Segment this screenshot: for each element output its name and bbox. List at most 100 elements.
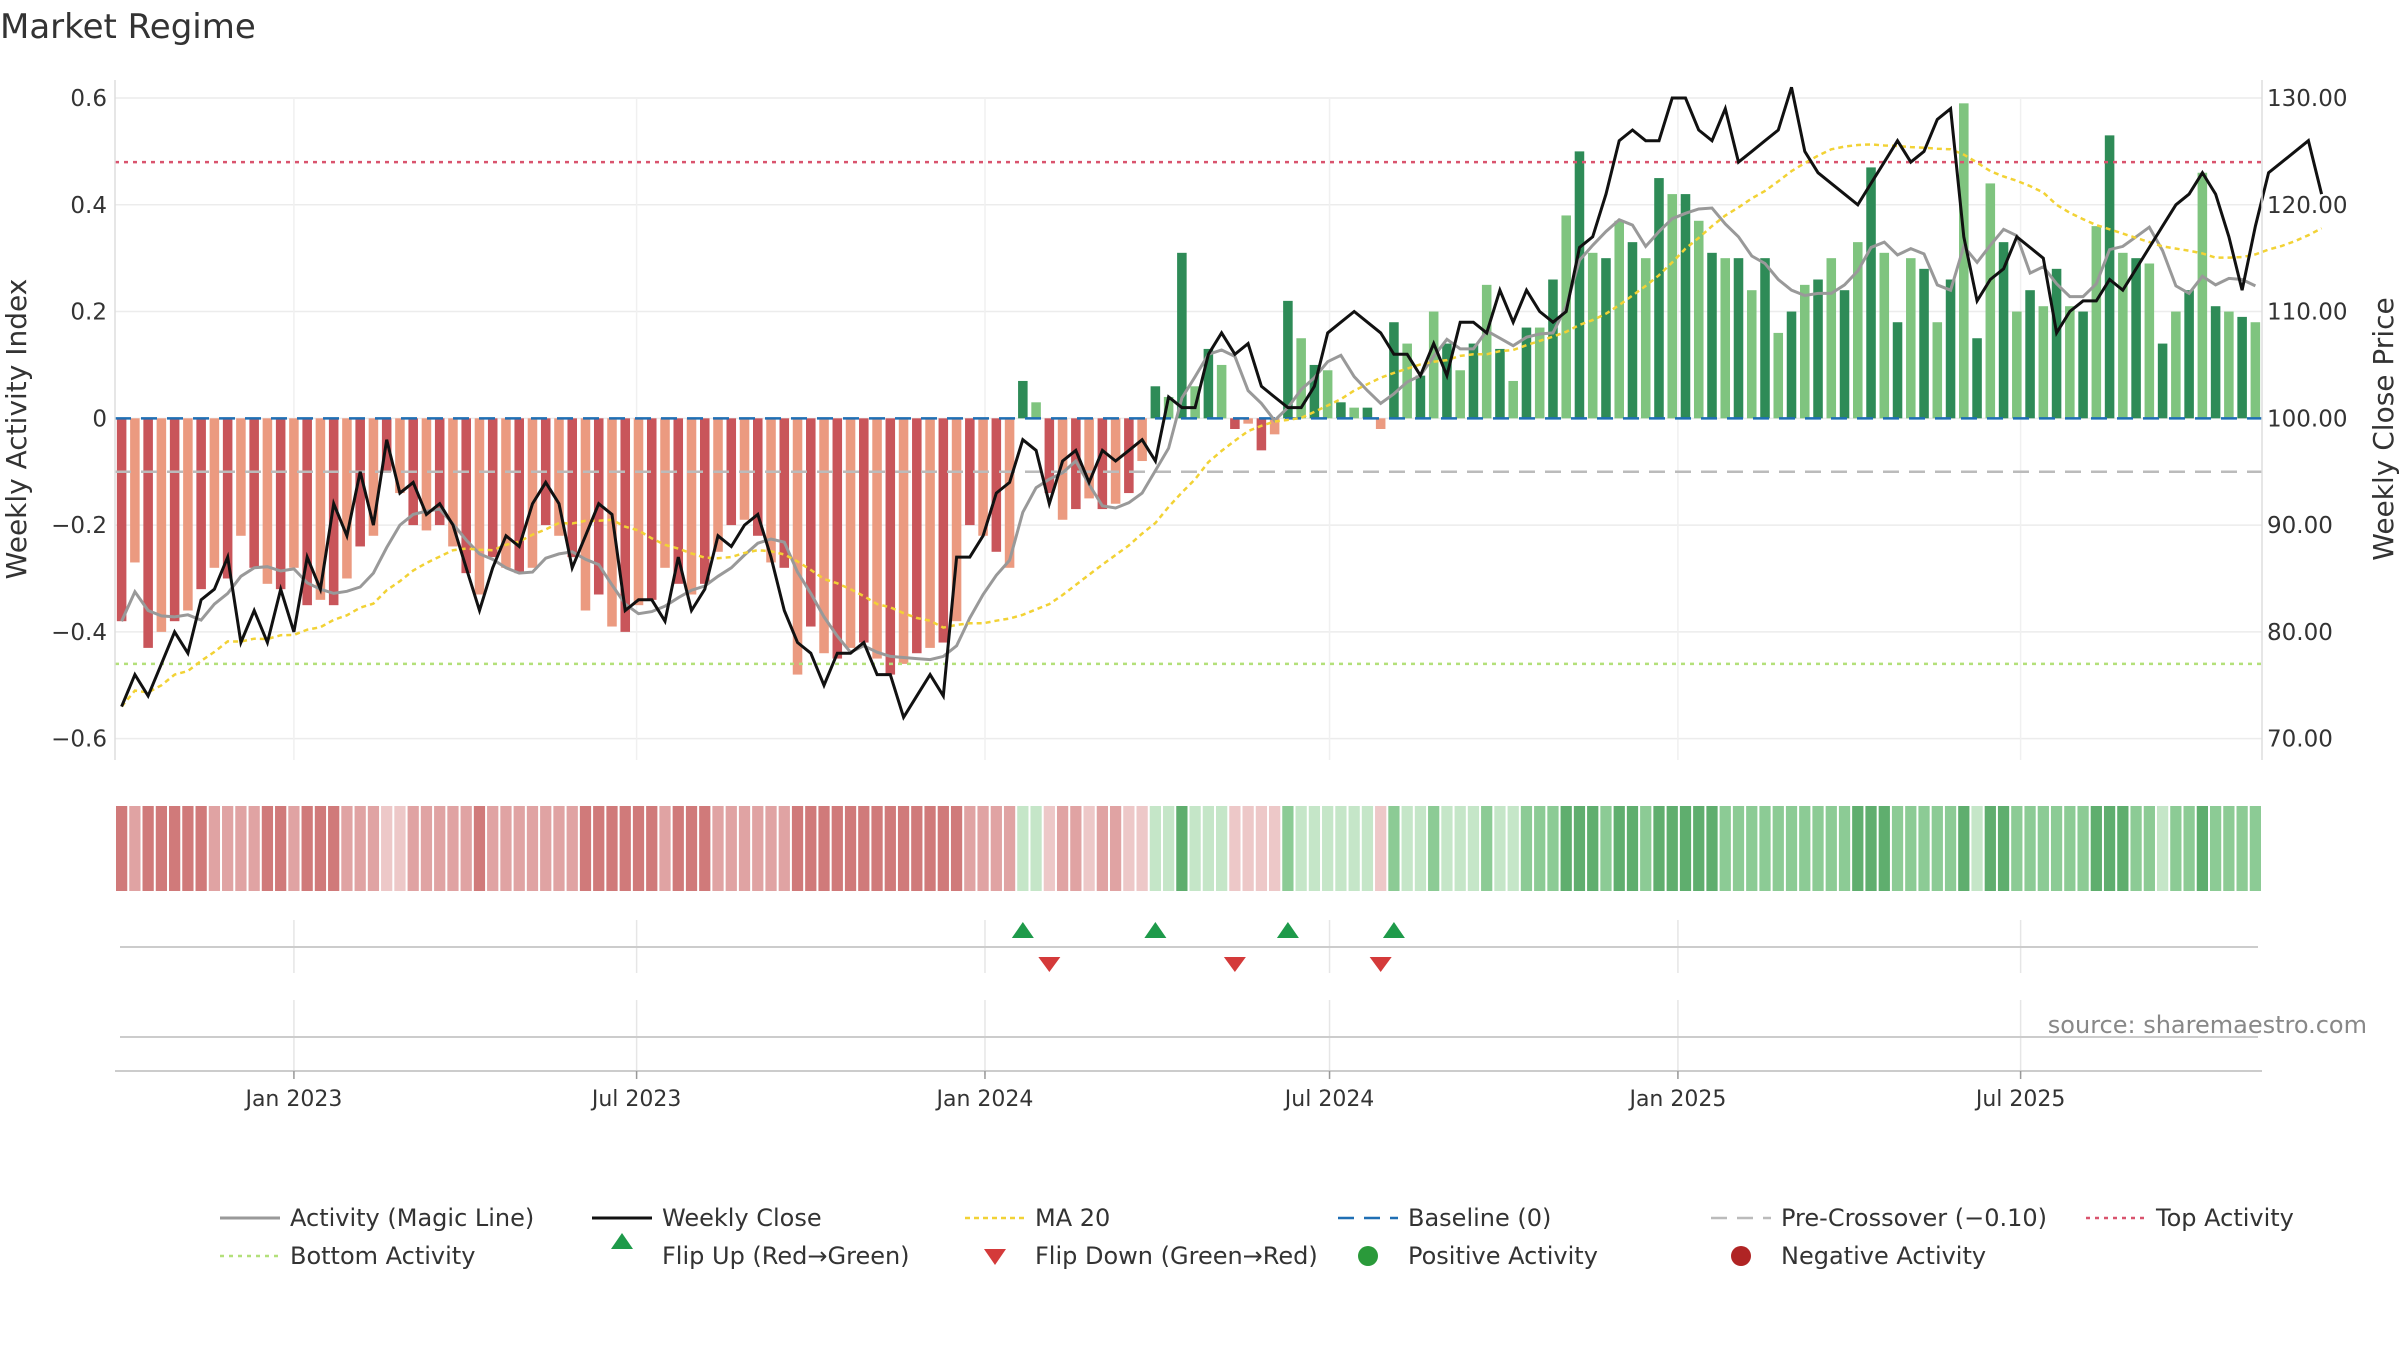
activity-bar [1044,418,1055,494]
legend-baseline-label: Baseline (0) [1408,1204,1551,1232]
regime-strip-cell [1931,806,1943,891]
activity-bar [2038,306,2049,419]
activity-bar [938,418,949,643]
regime-strip-cell [619,806,631,891]
regime-strip-cell [381,806,393,891]
activity-bar [249,418,259,568]
regime-strip-cell [646,806,658,891]
flip-up-marker [1144,922,1167,938]
activity-bar [1150,386,1161,419]
flip-up-marker [1276,922,1299,938]
activity-bar [1057,418,1068,520]
activity-bar [832,418,843,659]
activity-bar [1322,370,1333,419]
x-tick-label: Jan 2024 [935,1087,1034,1112]
activity-bar [1574,151,1585,419]
regime-strip-cell [2236,806,2248,891]
regime-strip-cell [1613,806,1625,891]
regime-strip-cell [2011,806,2023,891]
regime-strip-cell [1852,806,1864,891]
regime-strip-cell [990,806,1002,891]
activity-bar [554,418,564,536]
regime-strip-cell [169,806,181,891]
regime-strip-cell [1626,806,1639,891]
regime-strip-cell [1905,806,1917,891]
regime-strip-cell [155,806,168,891]
legend-pre-crossover-label: Pre-Crossover (−0.10) [1781,1204,2047,1232]
regime-strip-cell [394,806,406,891]
regime-strip-cell [288,806,300,891]
regime-strip-cell [420,806,433,891]
regime-strip-cell [1388,806,1400,891]
regime-strip-cell [950,806,963,891]
regime-strip-cell [1573,806,1586,891]
activity-bar [1654,178,1664,419]
regime-strip-cell [1640,806,1652,891]
activity-bar [1627,242,1638,419]
activity-bar [1919,268,1929,419]
activity-bar [912,418,922,654]
activity-bar [143,418,153,648]
activity-bar [1839,290,1850,419]
activity-bar [2065,306,2075,419]
regime-strip-cell [182,806,194,891]
regime-strip-cell [818,806,830,891]
legend-positive-dot [1358,1246,1378,1266]
reference-lines [115,160,2262,666]
flip-down-marker [1038,957,1061,972]
activity-bar [501,418,511,568]
regime-strip-cell [1401,806,1413,891]
regime-strip-cell [328,806,340,891]
activity-bar [395,418,405,494]
activity-bar [925,418,935,648]
regime-strip-cell [1732,806,1745,891]
activity-bar [1720,258,1731,419]
regime-strip-cell [1335,806,1347,891]
activity-bar [898,418,909,664]
regime-strip-cell [1003,806,1016,891]
activity-bar [169,418,180,622]
activity-bar [1972,338,1982,419]
activity-bar [527,418,538,568]
regime-strip-cell [1958,806,1970,891]
y-left-tick-label: 0.2 [70,300,107,326]
regime-strip-cell [1308,806,1321,891]
regime-strip-cell [2050,806,2063,891]
regime-strip-cell [977,806,989,891]
regime-strip-cell [2103,806,2116,891]
regime-strip-cell [593,806,605,891]
regime-strip-cell [1229,806,1241,891]
activity-bar [1587,252,1598,419]
legend-flip-down-label: Flip Down (Green→Red) [1035,1242,1318,1270]
activity-bar [978,418,988,536]
activity-bar [1203,348,1214,419]
regime-strip-cell [1216,806,1228,891]
regime-strip-cell [222,806,234,891]
regime-strip-cell [871,806,883,891]
regime-strip-cell [1520,806,1533,891]
regime-strip-cell [447,806,459,891]
activity-bar [819,418,829,654]
activity-bar [1004,418,1015,568]
regime-strip-cell [1017,806,1029,891]
activity-bar [1707,252,1717,419]
regime-strip-cell [659,806,671,891]
regime-strip-cell [566,806,578,891]
regime-strip-cell [858,806,870,891]
regime-strip-cell [1481,806,1493,891]
y-left-tick-label: 0.6 [70,86,107,112]
regime-strip-cell [1891,806,1904,891]
regime-strip-cell [699,806,711,891]
regime-strip-cell [540,806,552,891]
legend-bottom-activity-label: Bottom Activity [290,1242,475,1270]
magic-line [120,206,2257,662]
y-right-tick-label: 90.00 [2267,513,2333,539]
regime-strip-cell [354,806,366,891]
regime-strip-cell [1494,806,1506,891]
activity-bar [1084,418,1094,499]
activity-bar [633,418,644,606]
activity-bar [660,418,670,568]
y-right-tick-label: 110.00 [2267,300,2347,326]
activity-bar [1309,364,1320,419]
regime-strip-cell [2037,806,2049,891]
